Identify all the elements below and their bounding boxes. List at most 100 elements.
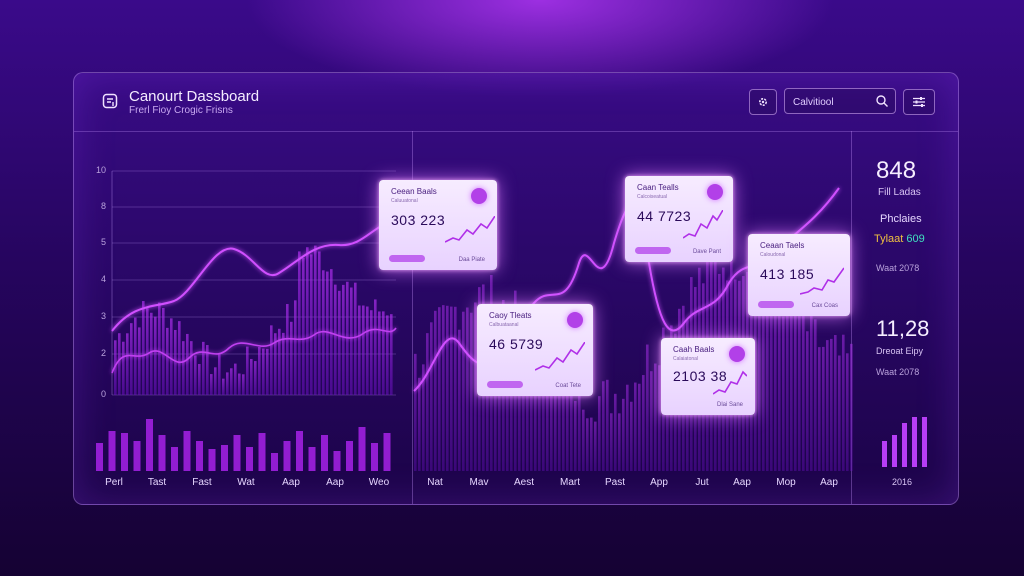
mini-bar xyxy=(271,453,278,471)
card-value: 2103 38 xyxy=(673,368,728,384)
bar xyxy=(114,340,117,395)
bar xyxy=(546,367,549,471)
bar xyxy=(786,282,789,471)
bar xyxy=(370,310,373,395)
bar xyxy=(242,374,245,395)
bar xyxy=(526,324,529,471)
bar xyxy=(614,393,617,471)
bar xyxy=(834,335,837,471)
settings-button[interactable] xyxy=(749,89,777,115)
mini-bar xyxy=(321,435,328,471)
bar xyxy=(430,322,433,471)
mini-bar xyxy=(108,431,116,471)
bar xyxy=(582,409,585,471)
bar xyxy=(654,363,657,471)
y-tick: 4 xyxy=(100,274,106,284)
mini-bar xyxy=(308,447,316,471)
sidebar-year: 2016 xyxy=(892,477,913,487)
y-tick: 2 xyxy=(100,348,106,358)
bar xyxy=(282,332,285,395)
bar xyxy=(374,299,377,395)
card-title: Ceean Baals xyxy=(391,187,437,196)
card-title: Caah Baals xyxy=(673,345,715,354)
sidebar-label: Phclaies xyxy=(880,213,922,225)
stat-card[interactable]: Ceaan Taels Caloudonal 413 185 Cax Coas xyxy=(748,234,850,316)
bar xyxy=(390,314,393,395)
bar xyxy=(538,330,541,471)
bar xyxy=(510,331,513,471)
bar xyxy=(158,302,161,395)
mini-bar xyxy=(246,447,253,471)
bar xyxy=(318,251,321,395)
series-line xyxy=(111,327,397,374)
bar xyxy=(138,327,141,395)
mini-bar xyxy=(902,423,907,467)
bar xyxy=(830,338,833,471)
stat-card[interactable]: Caan Tealls Calcoiseatual 44 7723 Dave P… xyxy=(625,176,733,262)
mini-bar xyxy=(358,427,366,471)
bar xyxy=(218,354,221,395)
mini-bar xyxy=(233,435,241,471)
bar xyxy=(130,323,133,395)
bar xyxy=(142,301,145,395)
mini-bar xyxy=(383,433,391,471)
sparkline-icon xyxy=(713,370,747,395)
bar xyxy=(122,341,125,395)
filter-button[interactable] xyxy=(903,89,935,115)
sparkline-icon xyxy=(445,216,495,243)
mini-bar xyxy=(258,433,266,471)
page-title: Canourt Dassboard xyxy=(129,88,260,105)
bar xyxy=(246,346,249,395)
x-tick: Tast xyxy=(147,477,167,488)
card-pill xyxy=(758,301,794,308)
card-title: Ceaan Taels xyxy=(760,241,805,250)
bar xyxy=(774,285,777,471)
bar xyxy=(366,306,369,395)
bar xyxy=(754,262,757,471)
bar xyxy=(294,300,297,395)
bar xyxy=(806,331,809,471)
mini-bar xyxy=(922,417,927,467)
bar xyxy=(358,305,361,395)
bar xyxy=(286,304,289,395)
bar xyxy=(586,418,589,471)
bar xyxy=(198,364,201,395)
search-box[interactable] xyxy=(784,88,896,114)
bar xyxy=(578,373,581,471)
bar xyxy=(382,311,385,395)
left-mini-bars xyxy=(96,419,391,471)
bar xyxy=(166,327,169,395)
bar xyxy=(238,373,241,395)
x-tick: Mart xyxy=(560,477,580,488)
dashboard-panel: Canourt Dassboard Frerl Fioy Crogic Fris… xyxy=(73,72,959,505)
bar xyxy=(802,315,805,471)
bar xyxy=(350,287,353,395)
x-tick: Jut xyxy=(695,477,709,488)
mini-bar xyxy=(296,431,303,471)
bar xyxy=(174,329,177,395)
stat-card[interactable]: Caah Baals Calaiatonal 2103 38 Dlai Sane xyxy=(661,338,755,415)
sidebar-stat: Waat 2078 xyxy=(876,263,920,273)
bar xyxy=(550,384,553,471)
left-chart-lines xyxy=(111,220,397,374)
bar xyxy=(342,284,345,395)
bar xyxy=(274,333,277,395)
x-tick: Aap xyxy=(326,477,344,488)
sidebar-mini-bars xyxy=(882,417,927,467)
bar xyxy=(618,413,621,471)
search-icon[interactable] xyxy=(875,94,889,108)
bar xyxy=(362,305,365,395)
x-tick: Aap xyxy=(282,477,300,488)
card-pill xyxy=(389,255,425,262)
bar xyxy=(418,377,421,471)
x-tick: Mav xyxy=(469,477,489,488)
highlight-value: 609 xyxy=(906,233,925,245)
stat-card[interactable]: Caoy Tleats Calbuataanal 46 5739 Coat Te… xyxy=(477,304,593,396)
search-input[interactable] xyxy=(791,93,875,111)
sidebar-label: Dreoat Eipy xyxy=(876,346,924,356)
bar xyxy=(170,318,173,395)
bar xyxy=(814,319,817,471)
bar xyxy=(386,315,389,395)
card-badge-icon xyxy=(567,312,583,328)
stat-card[interactable]: Ceean Baals Caluuatonal 303 223 Daa Piat… xyxy=(379,180,497,270)
